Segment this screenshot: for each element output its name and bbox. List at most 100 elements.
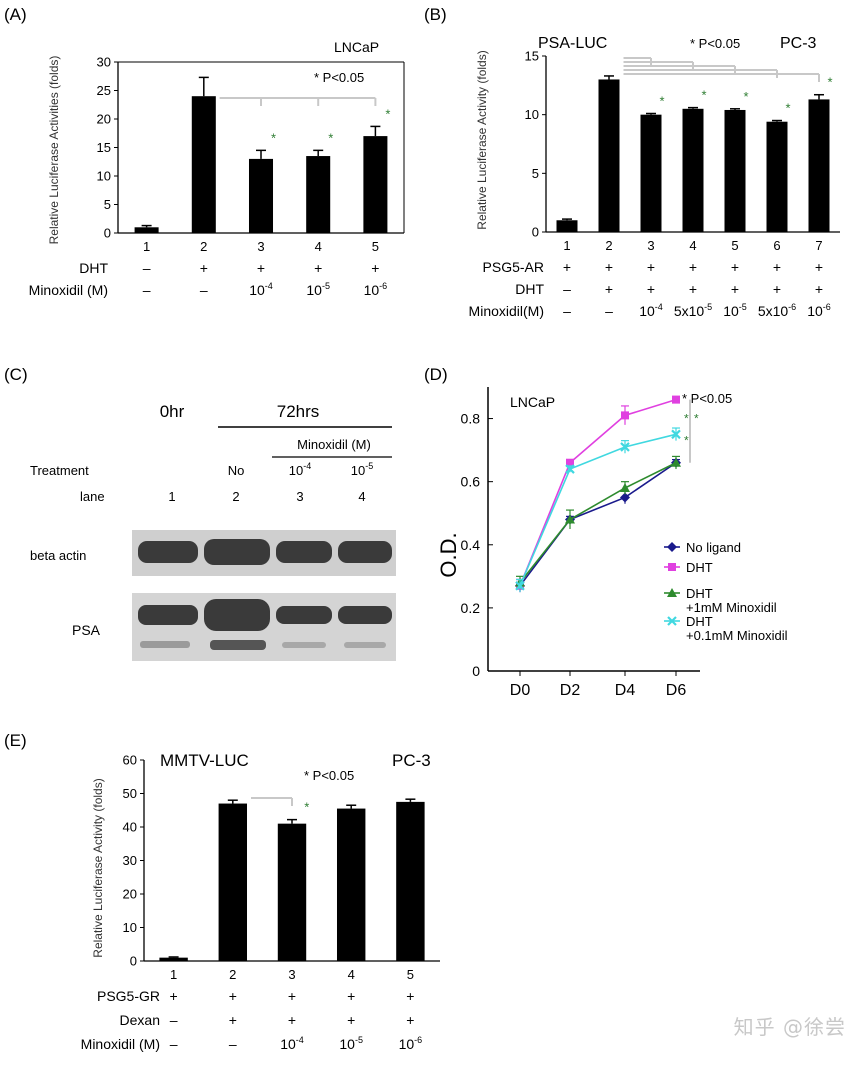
chart-d-legend-marker — [667, 616, 677, 626]
chart-a-bar — [306, 156, 331, 233]
chart-a-row-cell: 10-6 — [364, 281, 388, 298]
chart-d-point — [565, 514, 575, 524]
chart-a-ytick-label: 15 — [97, 140, 111, 155]
chart-b-significance-star: * — [744, 89, 749, 104]
chart-e-row-label: PSG5-GR — [97, 988, 160, 1004]
chart-a-row-cell: – — [200, 282, 208, 298]
chart-e-row-cell: + — [288, 1012, 296, 1028]
chart-b-row-cell: 10-6 — [807, 302, 831, 319]
chart-a-bar — [191, 96, 216, 233]
blot-beta-actin-label: beta actin — [30, 548, 86, 563]
chart-b-row-cell: + — [689, 259, 697, 275]
chart-a-row-cell-exponent: -5 — [322, 281, 330, 291]
panel-b-ylabel: Relative Luciferase Activity (folds) — [475, 50, 489, 229]
chart-d-legend-label-line2: +0.1mM Minoxidil — [686, 628, 788, 643]
chart-b-row-cell: 5x10-5 — [674, 302, 712, 319]
chart-e-category-label: 3 — [288, 967, 295, 982]
chart-d-series-line — [519, 433, 677, 587]
chart-d-legend-label: DHT — [686, 560, 713, 575]
beta-actin-band-3 — [276, 541, 332, 563]
chart-b-row-cell-exponent: -6 — [823, 302, 831, 312]
chart-b-category-label: 4 — [689, 238, 696, 253]
panel-b: (B) PSA-LUC * P<0.05 PC-3 Relative Lucif… — [420, 0, 866, 335]
western-blot: (C) 0hr 72hrs Minoxidil (M) Treatment la… — [4, 365, 396, 661]
chart-d-significance-star: * — [694, 412, 699, 426]
chart-b-row-label: Minoxidil(M) — [469, 303, 544, 319]
chart-e-row-cell: + — [170, 988, 178, 1004]
chart-d-legend-marker — [668, 563, 676, 571]
blot-psa-label: PSA — [72, 622, 101, 638]
minoxidil-header: Minoxidil (M) — [297, 437, 371, 452]
beta-actin-band-2 — [204, 539, 270, 565]
psa-band-4 — [338, 606, 392, 624]
chart-e-ytick-label: 30 — [123, 853, 137, 868]
chart-b-bar — [598, 79, 620, 232]
chart-b-category-label: 2 — [605, 238, 612, 253]
chart-b: (B) PSA-LUC * P<0.05 PC-3 Relative Lucif… — [424, 5, 840, 319]
chart-e-ytick-label: 60 — [123, 753, 137, 768]
chart-d-ytick-label: 0 — [472, 663, 480, 679]
panel-b-tag: (B) — [424, 5, 447, 24]
chart-e-row-cell: – — [229, 1036, 237, 1052]
chart-d-point — [515, 581, 525, 591]
panel-e-tag: (E) — [4, 731, 27, 750]
panel-e-ylabel: Relative Luciferase Activity (folds) — [91, 778, 105, 957]
chart-b-row-cell: + — [605, 281, 613, 297]
chart-e-ytick-label: 50 — [123, 786, 137, 801]
chart-e-row-cell: + — [229, 1012, 237, 1028]
treatment-value: 10-4 — [289, 461, 311, 478]
chart-b-bar — [556, 220, 578, 232]
chart-a-row-cell: + — [200, 260, 208, 276]
chart-e-row-cell: + — [406, 988, 414, 1004]
chart-b-significance-star: * — [660, 93, 665, 108]
chart-a-row-label: Minoxidil (M) — [29, 282, 108, 298]
psa-lower-band-4 — [344, 642, 386, 648]
chart-a-ytick-label: 20 — [97, 112, 111, 127]
chart-d-series-line — [519, 398, 677, 587]
chart-e-row-cell: – — [170, 1036, 178, 1052]
psa-band-2 — [204, 599, 270, 631]
chart-a-ytick-label: 30 — [97, 55, 111, 70]
panel-d-pvalue: * P<0.05 — [682, 391, 732, 406]
treatment-value: No — [228, 463, 245, 478]
lane-number: 4 — [358, 489, 365, 504]
chart-e-row-cell: + — [288, 988, 296, 1004]
chart-a-row-cell-exponent: -4 — [265, 281, 273, 291]
chart-a-category-label: 5 — [372, 239, 379, 254]
chart-a-ytick-label: 10 — [97, 169, 111, 184]
chart-e-row-cell: – — [170, 1012, 178, 1028]
time-0hr: 0hr — [160, 402, 185, 421]
chart-b-row-cell: 10-4 — [639, 302, 663, 319]
chart-e-row-cell-exponent: -4 — [296, 1035, 304, 1045]
chart-d-point — [620, 442, 630, 452]
chart-a-row-cell: 10-4 — [249, 281, 273, 298]
panel-e-cell-line: PC-3 — [392, 751, 431, 770]
chart-b-row-cell: + — [815, 259, 823, 275]
chart-e-ytick-label: 20 — [123, 887, 137, 902]
chart-b-category-label: 5 — [731, 238, 738, 253]
chart-e-category-label: 4 — [348, 967, 355, 982]
chart-b-bar — [724, 109, 746, 232]
time-72hrs: 72hrs — [277, 402, 320, 421]
chart-a-ytick-label: 0 — [104, 226, 111, 241]
panel-c: (C) 0hr 72hrs Minoxidil (M) Treatment la… — [0, 355, 420, 675]
panel-a-cell-line: LNCaP — [334, 39, 379, 55]
chart-b-row-cell: 5x10-6 — [758, 302, 796, 319]
chart-d-legend-label: DHT — [686, 586, 713, 601]
chart-a-row-cell: + — [371, 260, 379, 276]
chart-a-category-label: 1 — [143, 239, 150, 254]
chart-e-bar — [336, 808, 366, 961]
chart-d-ytick-label: 0.2 — [461, 600, 481, 616]
chart-b-row-cell: 10-5 — [723, 302, 747, 319]
panel-d-ylabel: O.D. — [436, 532, 461, 577]
chart-b-category-label: 1 — [563, 238, 570, 253]
panel-b-reporter: PSA-LUC — [538, 35, 607, 52]
chart-d: (D) LNCaP * P<0.05 O.D. 0 0.2 0.4 0.6 0.8 D0 D… — [424, 365, 788, 699]
treatment-exponent: -5 — [365, 461, 373, 471]
chart-e-row-cell: + — [347, 988, 355, 1004]
beta-actin-band-1 — [138, 541, 198, 563]
chart-e-bar — [396, 801, 425, 961]
chart-e-row-cell: + — [347, 1012, 355, 1028]
chart-b-row-cell: + — [689, 281, 697, 297]
chart-b-ytick-label: 0 — [532, 225, 539, 240]
